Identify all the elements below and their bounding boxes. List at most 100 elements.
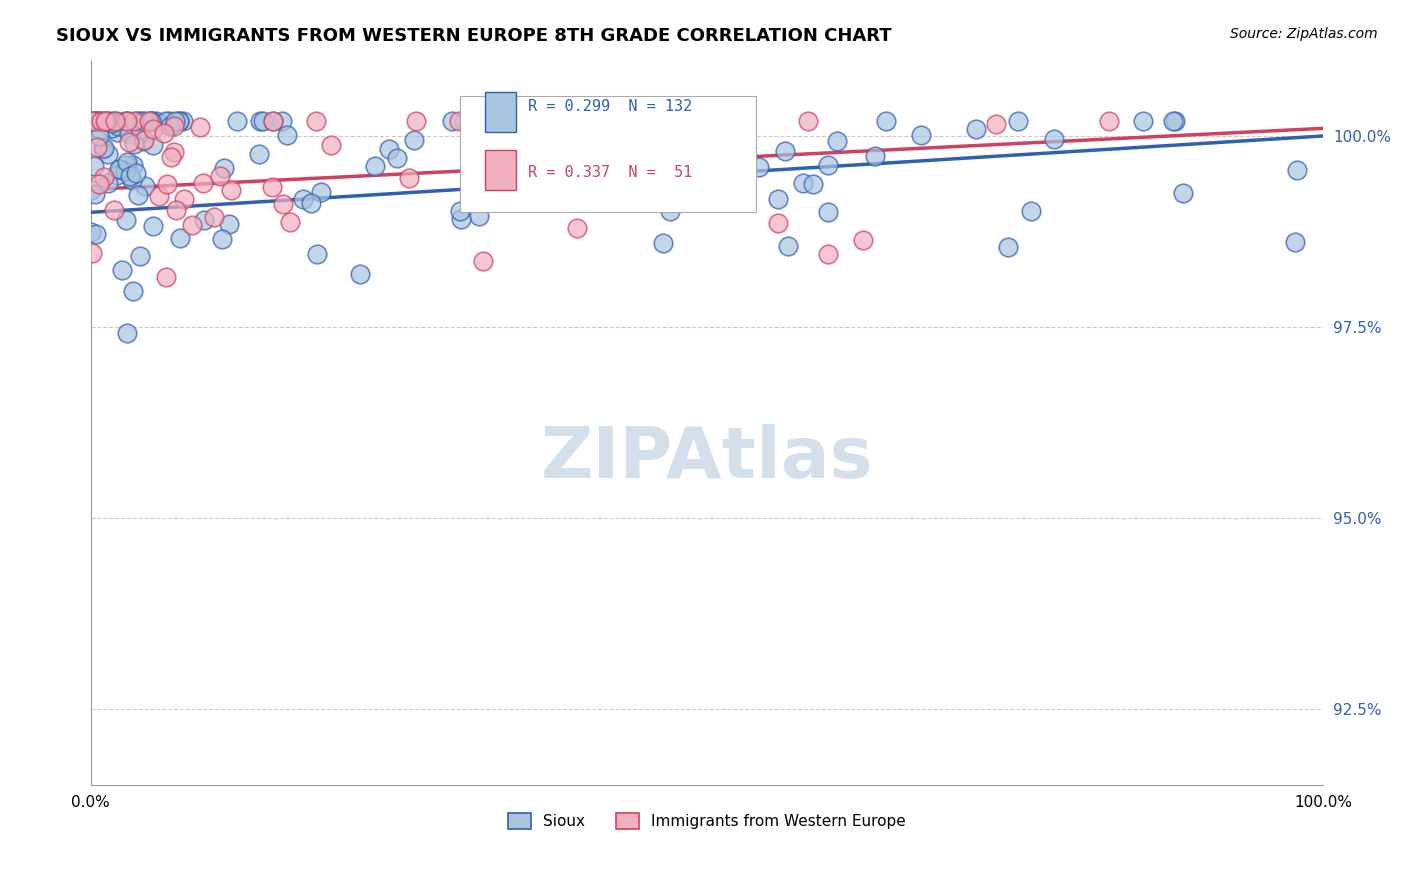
Point (131, 113, 153, 128)
Point (167, 113, 190, 128)
Point (122, 285, 145, 299)
Point (498, 184, 520, 198)
Point (139, 113, 162, 128)
Point (485, 113, 508, 128)
Point (142, 121, 165, 136)
Point (96, 113, 118, 128)
Point (711, 113, 734, 128)
Point (83, 113, 105, 128)
Point (291, 192, 314, 206)
Point (115, 212, 138, 227)
Point (118, 135, 141, 149)
Point (115, 155, 138, 169)
Point (364, 159, 387, 173)
Point (139, 113, 162, 128)
Point (273, 196, 295, 211)
Point (252, 113, 274, 128)
Point (83, 113, 105, 128)
Point (156, 178, 179, 192)
Point (155, 270, 177, 285)
Point (118, 124, 141, 138)
Point (801, 177, 824, 191)
Point (1021, 203, 1043, 218)
Point (817, 158, 839, 172)
Point (863, 149, 886, 163)
Point (121, 173, 143, 187)
Text: SIOUX VS IMMIGRANTS FROM WESTERN EUROPE 8TH GRADE CORRELATION CHART: SIOUX VS IMMIGRANTS FROM WESTERN EUROPE … (56, 27, 891, 45)
Point (193, 213, 215, 227)
Point (817, 204, 839, 219)
Point (191, 176, 214, 190)
Point (87, 129, 110, 144)
Point (105, 168, 128, 182)
Point (100, 113, 122, 128)
Point (138, 113, 160, 128)
Point (132, 134, 155, 148)
Point (94, 113, 117, 128)
Point (128, 249, 150, 263)
Point (139, 113, 162, 128)
Point (463, 166, 485, 180)
Text: R = 0.337  N =  51: R = 0.337 N = 51 (529, 164, 693, 179)
FancyBboxPatch shape (460, 95, 756, 212)
Point (212, 161, 235, 176)
Point (1284, 235, 1306, 249)
Point (512, 113, 534, 128)
Point (105, 125, 128, 139)
Point (652, 236, 675, 251)
Text: R = 0.299  N = 132: R = 0.299 N = 132 (529, 99, 693, 114)
Point (1164, 113, 1187, 128)
Point (93, 143, 115, 157)
Point (142, 138, 165, 153)
Point (226, 113, 249, 128)
Point (124, 113, 146, 128)
Point (111, 262, 134, 277)
Point (773, 145, 796, 159)
Point (209, 169, 232, 183)
Point (398, 171, 420, 186)
Point (689, 136, 711, 150)
Point (713, 113, 735, 128)
Point (305, 113, 328, 128)
Point (910, 128, 932, 142)
Point (1286, 163, 1309, 178)
Point (1171, 186, 1194, 201)
Point (472, 253, 495, 268)
Point (80, 225, 103, 239)
Point (262, 113, 284, 128)
Point (512, 116, 534, 130)
Point (997, 240, 1019, 254)
Point (167, 113, 190, 128)
Point (776, 239, 799, 253)
Point (134, 179, 156, 194)
Point (172, 113, 194, 128)
Point (965, 122, 987, 136)
Point (748, 160, 770, 174)
Point (93, 141, 115, 155)
Point (157, 113, 180, 128)
Point (118, 128, 141, 142)
Point (450, 212, 472, 227)
Point (825, 134, 848, 148)
Point (271, 113, 294, 128)
Point (709, 127, 731, 141)
Point (1007, 113, 1029, 128)
Point (97, 176, 120, 190)
Point (453, 113, 475, 128)
Point (449, 113, 471, 128)
Point (155, 113, 177, 128)
Point (122, 136, 145, 151)
Point (496, 115, 519, 129)
Point (89, 123, 111, 137)
Point (103, 202, 125, 217)
Text: ZIPAtlas: ZIPAtlas (541, 424, 873, 493)
Point (623, 113, 645, 128)
Point (82, 246, 104, 260)
Point (349, 267, 371, 281)
Point (108, 161, 131, 176)
Point (125, 166, 148, 180)
Point (83, 159, 105, 173)
Point (84, 187, 107, 202)
Point (80, 183, 103, 197)
Point (82, 113, 104, 128)
